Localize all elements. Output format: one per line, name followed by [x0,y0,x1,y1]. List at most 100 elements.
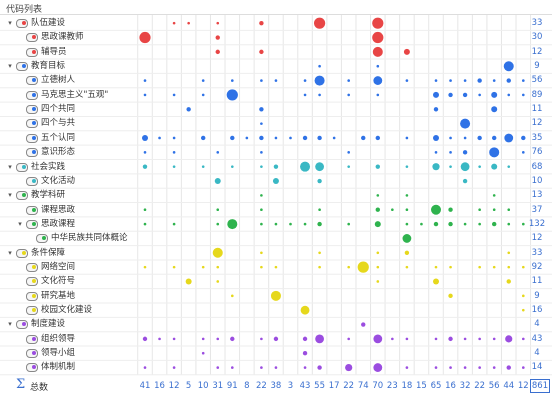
frequency-bubble[interactable] [227,219,238,230]
frequency-bubble[interactable] [226,89,238,101]
frequency-bubble[interactable] [449,265,452,269]
code-label[interactable]: 队伍建设 [31,18,66,28]
frequency-bubble[interactable] [214,178,221,185]
frequency-bubble[interactable] [272,178,279,185]
frequency-bubble[interactable] [373,76,383,85]
frequency-bubble[interactable] [375,207,380,212]
frequency-bubble[interactable] [463,366,467,369]
frequency-bubble[interactable] [433,134,439,141]
frequency-bubble[interactable] [477,135,482,141]
code-label[interactable]: 制度建设 [31,319,66,330]
frequency-bubble[interactable] [201,351,205,355]
frequency-bubble[interactable] [345,363,353,372]
frequency-bubble[interactable] [492,337,496,341]
frequency-bubble[interactable] [318,208,321,212]
frequency-bubble[interactable] [507,208,511,212]
frequency-bubble[interactable] [143,79,147,82]
frequency-bubble[interactable] [273,164,279,169]
frequency-bubble[interactable] [260,79,263,82]
code-toggle-icon[interactable] [26,33,38,43]
frequency-bubble[interactable] [431,204,441,215]
frequency-bubble[interactable] [143,366,147,369]
code-label[interactable]: 思政课教师 [41,32,84,43]
frequency-bubble[interactable] [215,49,220,55]
frequency-bubble[interactable] [318,251,321,255]
frequency-bubble[interactable] [187,21,190,25]
frequency-bubble[interactable] [143,208,147,212]
frequency-bubble[interactable] [259,20,264,26]
frequency-bubble[interactable] [522,222,525,226]
frequency-bubble[interactable] [434,366,438,369]
frequency-bubble[interactable] [405,222,409,226]
frequency-bubble[interactable] [332,136,336,140]
frequency-bubble[interactable] [463,136,467,140]
frequency-bubble[interactable] [289,222,292,226]
frequency-bubble[interactable] [143,265,147,269]
frequency-bubble[interactable] [158,337,161,341]
frequency-bubble[interactable] [492,221,497,227]
frequency-bubble[interactable] [318,93,321,97]
frequency-bubble[interactable] [231,165,234,168]
frequency-bubble[interactable] [478,165,481,168]
frequency-bubble[interactable] [201,135,206,141]
frequency-bubble[interactable] [172,222,176,226]
frequency-bubble[interactable] [172,165,176,168]
frequency-bubble[interactable] [522,366,525,369]
frequency-bubble[interactable] [274,366,278,369]
frequency-bubble[interactable] [402,234,412,243]
code-toggle-icon[interactable] [26,76,38,86]
frequency-bubble[interactable] [303,366,307,369]
frequency-bubble[interactable] [522,337,525,341]
expand-caret-icon[interactable]: ▾ [18,219,22,228]
frequency-bubble[interactable] [433,107,439,112]
frequency-bubble[interactable] [289,136,292,140]
frequency-bubble[interactable] [405,136,409,140]
code-label[interactable]: 课程思政 [41,204,76,215]
frequency-bubble[interactable] [478,366,481,369]
frequency-bubble[interactable] [420,222,423,226]
frequency-bubble[interactable] [521,135,526,141]
frequency-bubble[interactable] [376,93,380,97]
frequency-bubble[interactable] [216,222,220,226]
code-label[interactable]: 五个认同 [41,132,76,143]
frequency-bubble[interactable] [491,91,498,98]
code-label[interactable]: 意识形态 [41,147,76,158]
code-toggle-icon[interactable] [16,248,28,258]
frequency-bubble[interactable] [434,79,438,82]
frequency-bubble[interactable] [522,265,525,269]
frequency-bubble[interactable] [448,221,453,227]
frequency-bubble[interactable] [347,151,351,154]
code-toggle-icon[interactable] [26,205,38,215]
code-label[interactable]: 中华民族共同体概论 [51,233,128,244]
frequency-bubble[interactable] [274,136,278,140]
frequency-bubble[interactable] [318,64,321,68]
frequency-bubble[interactable] [172,265,176,269]
frequency-bubble[interactable] [507,265,511,269]
frequency-bubble[interactable] [317,221,322,227]
frequency-bubble[interactable] [347,222,351,226]
frequency-bubble[interactable] [347,79,351,82]
frequency-bubble[interactable] [372,17,384,29]
code-toggle-icon[interactable] [16,19,28,28]
frequency-bubble[interactable] [506,279,511,284]
frequency-bubble[interactable] [143,93,147,97]
frequency-bubble[interactable] [492,135,497,141]
code-label[interactable]: 立德树人 [41,75,76,86]
frequency-bubble[interactable] [142,164,148,169]
frequency-bubble[interactable] [172,151,176,154]
frequency-bubble[interactable] [372,46,383,57]
code-label[interactable]: 网络空间 [41,261,76,272]
frequency-bubble[interactable] [504,133,514,143]
frequency-bubble[interactable] [212,247,223,258]
code-label[interactable]: 校园文化建设 [41,305,93,315]
frequency-bubble[interactable] [492,79,496,82]
frequency-bubble[interactable] [405,165,409,168]
frequency-bubble[interactable] [347,265,351,269]
frequency-bubble[interactable] [492,366,496,369]
frequency-bubble[interactable] [216,208,220,212]
code-label[interactable]: 教学科研 [31,190,66,201]
frequency-bubble[interactable] [503,61,514,72]
frequency-bubble[interactable] [449,366,452,369]
frequency-bubble[interactable] [478,222,481,226]
code-label[interactable]: 思政课程 [41,218,76,229]
